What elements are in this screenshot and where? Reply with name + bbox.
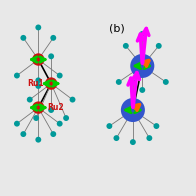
Point	[50, 55, 53, 58]
Point	[37, 79, 40, 82]
Text: Ru1: Ru1	[27, 79, 44, 88]
Point	[124, 44, 127, 47]
Point	[52, 132, 55, 136]
Point	[141, 32, 144, 35]
Point	[22, 132, 25, 136]
Point	[148, 137, 151, 140]
Point	[108, 124, 111, 128]
Point	[15, 122, 18, 125]
Point	[157, 44, 160, 47]
Point	[37, 58, 40, 61]
Point	[71, 98, 74, 101]
Point	[131, 108, 134, 112]
Text: (b): (b)	[109, 24, 125, 34]
Point	[37, 84, 40, 88]
Point	[35, 116, 38, 120]
Point	[131, 80, 134, 83]
Text: Ru2: Ru2	[47, 103, 64, 112]
Point	[58, 74, 61, 77]
Point	[37, 26, 40, 29]
Point	[50, 82, 53, 85]
Point	[131, 141, 134, 144]
Point	[164, 80, 167, 83]
Point	[22, 36, 25, 39]
Point	[115, 137, 118, 140]
Point	[28, 98, 31, 101]
Point	[50, 108, 53, 112]
Point	[141, 88, 144, 92]
Point	[15, 74, 18, 77]
Point	[58, 122, 61, 125]
Point	[141, 64, 144, 67]
Point	[117, 80, 120, 83]
Point	[37, 138, 40, 141]
Point	[155, 124, 158, 128]
Point	[37, 106, 40, 109]
Point	[52, 36, 55, 39]
Point	[64, 116, 68, 120]
